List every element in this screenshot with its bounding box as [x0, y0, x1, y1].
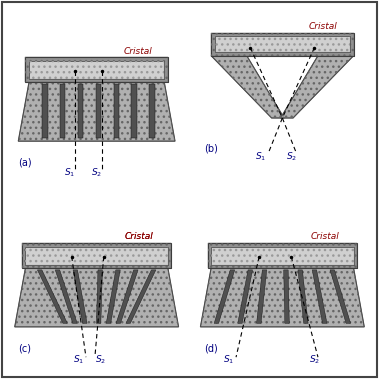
Bar — [29, 61, 164, 79]
Bar — [215, 36, 350, 52]
Text: Cristal: Cristal — [123, 47, 152, 56]
Text: $S_2$: $S_2$ — [95, 354, 106, 366]
Text: $S_1$: $S_1$ — [223, 354, 235, 366]
Polygon shape — [15, 268, 179, 327]
Text: Cristal: Cristal — [309, 22, 338, 31]
Text: (b): (b) — [204, 144, 218, 153]
Polygon shape — [238, 270, 252, 323]
Polygon shape — [42, 84, 48, 138]
Text: $S_2$: $S_2$ — [286, 150, 297, 163]
Polygon shape — [126, 270, 156, 323]
Bar — [211, 247, 354, 265]
Polygon shape — [116, 270, 138, 323]
Polygon shape — [208, 243, 357, 268]
Polygon shape — [298, 270, 308, 323]
Polygon shape — [96, 84, 101, 138]
Bar — [25, 247, 168, 265]
Text: Cristal: Cristal — [125, 232, 154, 241]
Polygon shape — [55, 270, 77, 323]
Polygon shape — [114, 84, 119, 138]
Polygon shape — [200, 268, 364, 327]
Polygon shape — [211, 33, 354, 56]
Polygon shape — [106, 270, 120, 323]
Bar — [215, 36, 350, 52]
Polygon shape — [284, 270, 289, 323]
Text: $S_1$: $S_1$ — [255, 150, 266, 163]
Polygon shape — [214, 270, 235, 323]
Text: (a): (a) — [18, 158, 32, 168]
Polygon shape — [60, 84, 66, 138]
Polygon shape — [18, 82, 175, 141]
Polygon shape — [78, 84, 83, 138]
Polygon shape — [149, 84, 155, 138]
Polygon shape — [312, 270, 327, 323]
Polygon shape — [280, 56, 354, 118]
Polygon shape — [211, 56, 284, 118]
Polygon shape — [257, 270, 267, 323]
Bar — [29, 61, 164, 79]
Text: $S_2$: $S_2$ — [91, 166, 102, 179]
Text: $S_1$: $S_1$ — [73, 354, 85, 366]
Text: $S_2$: $S_2$ — [309, 354, 320, 366]
Polygon shape — [330, 270, 351, 323]
Polygon shape — [22, 243, 171, 268]
Polygon shape — [132, 84, 137, 138]
Polygon shape — [38, 270, 67, 323]
Text: Cristal: Cristal — [311, 232, 340, 241]
Bar — [25, 247, 168, 265]
Text: (c): (c) — [18, 344, 31, 354]
Text: $S_1$: $S_1$ — [64, 166, 75, 179]
Polygon shape — [96, 270, 102, 323]
Polygon shape — [25, 58, 168, 82]
Text: Cristal: Cristal — [125, 232, 154, 241]
Text: (d): (d) — [204, 344, 218, 354]
Polygon shape — [73, 270, 87, 323]
Bar — [211, 247, 354, 265]
